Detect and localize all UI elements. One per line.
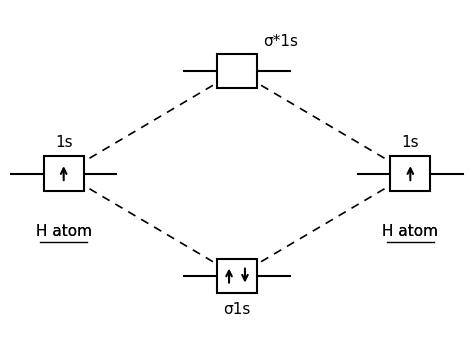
- Text: σ*1s: σ*1s: [263, 34, 298, 49]
- Text: 1s: 1s: [55, 135, 73, 150]
- Text: σ1s: σ1s: [223, 302, 251, 316]
- Text: H atom: H atom: [36, 224, 91, 239]
- Bar: [217, 54, 257, 88]
- Bar: [44, 156, 83, 191]
- Bar: [217, 259, 257, 293]
- Text: H atom: H atom: [36, 224, 91, 239]
- Text: H atom: H atom: [383, 224, 438, 239]
- Text: 1s: 1s: [401, 135, 419, 150]
- Text: H atom: H atom: [383, 224, 438, 239]
- Bar: [391, 156, 430, 191]
